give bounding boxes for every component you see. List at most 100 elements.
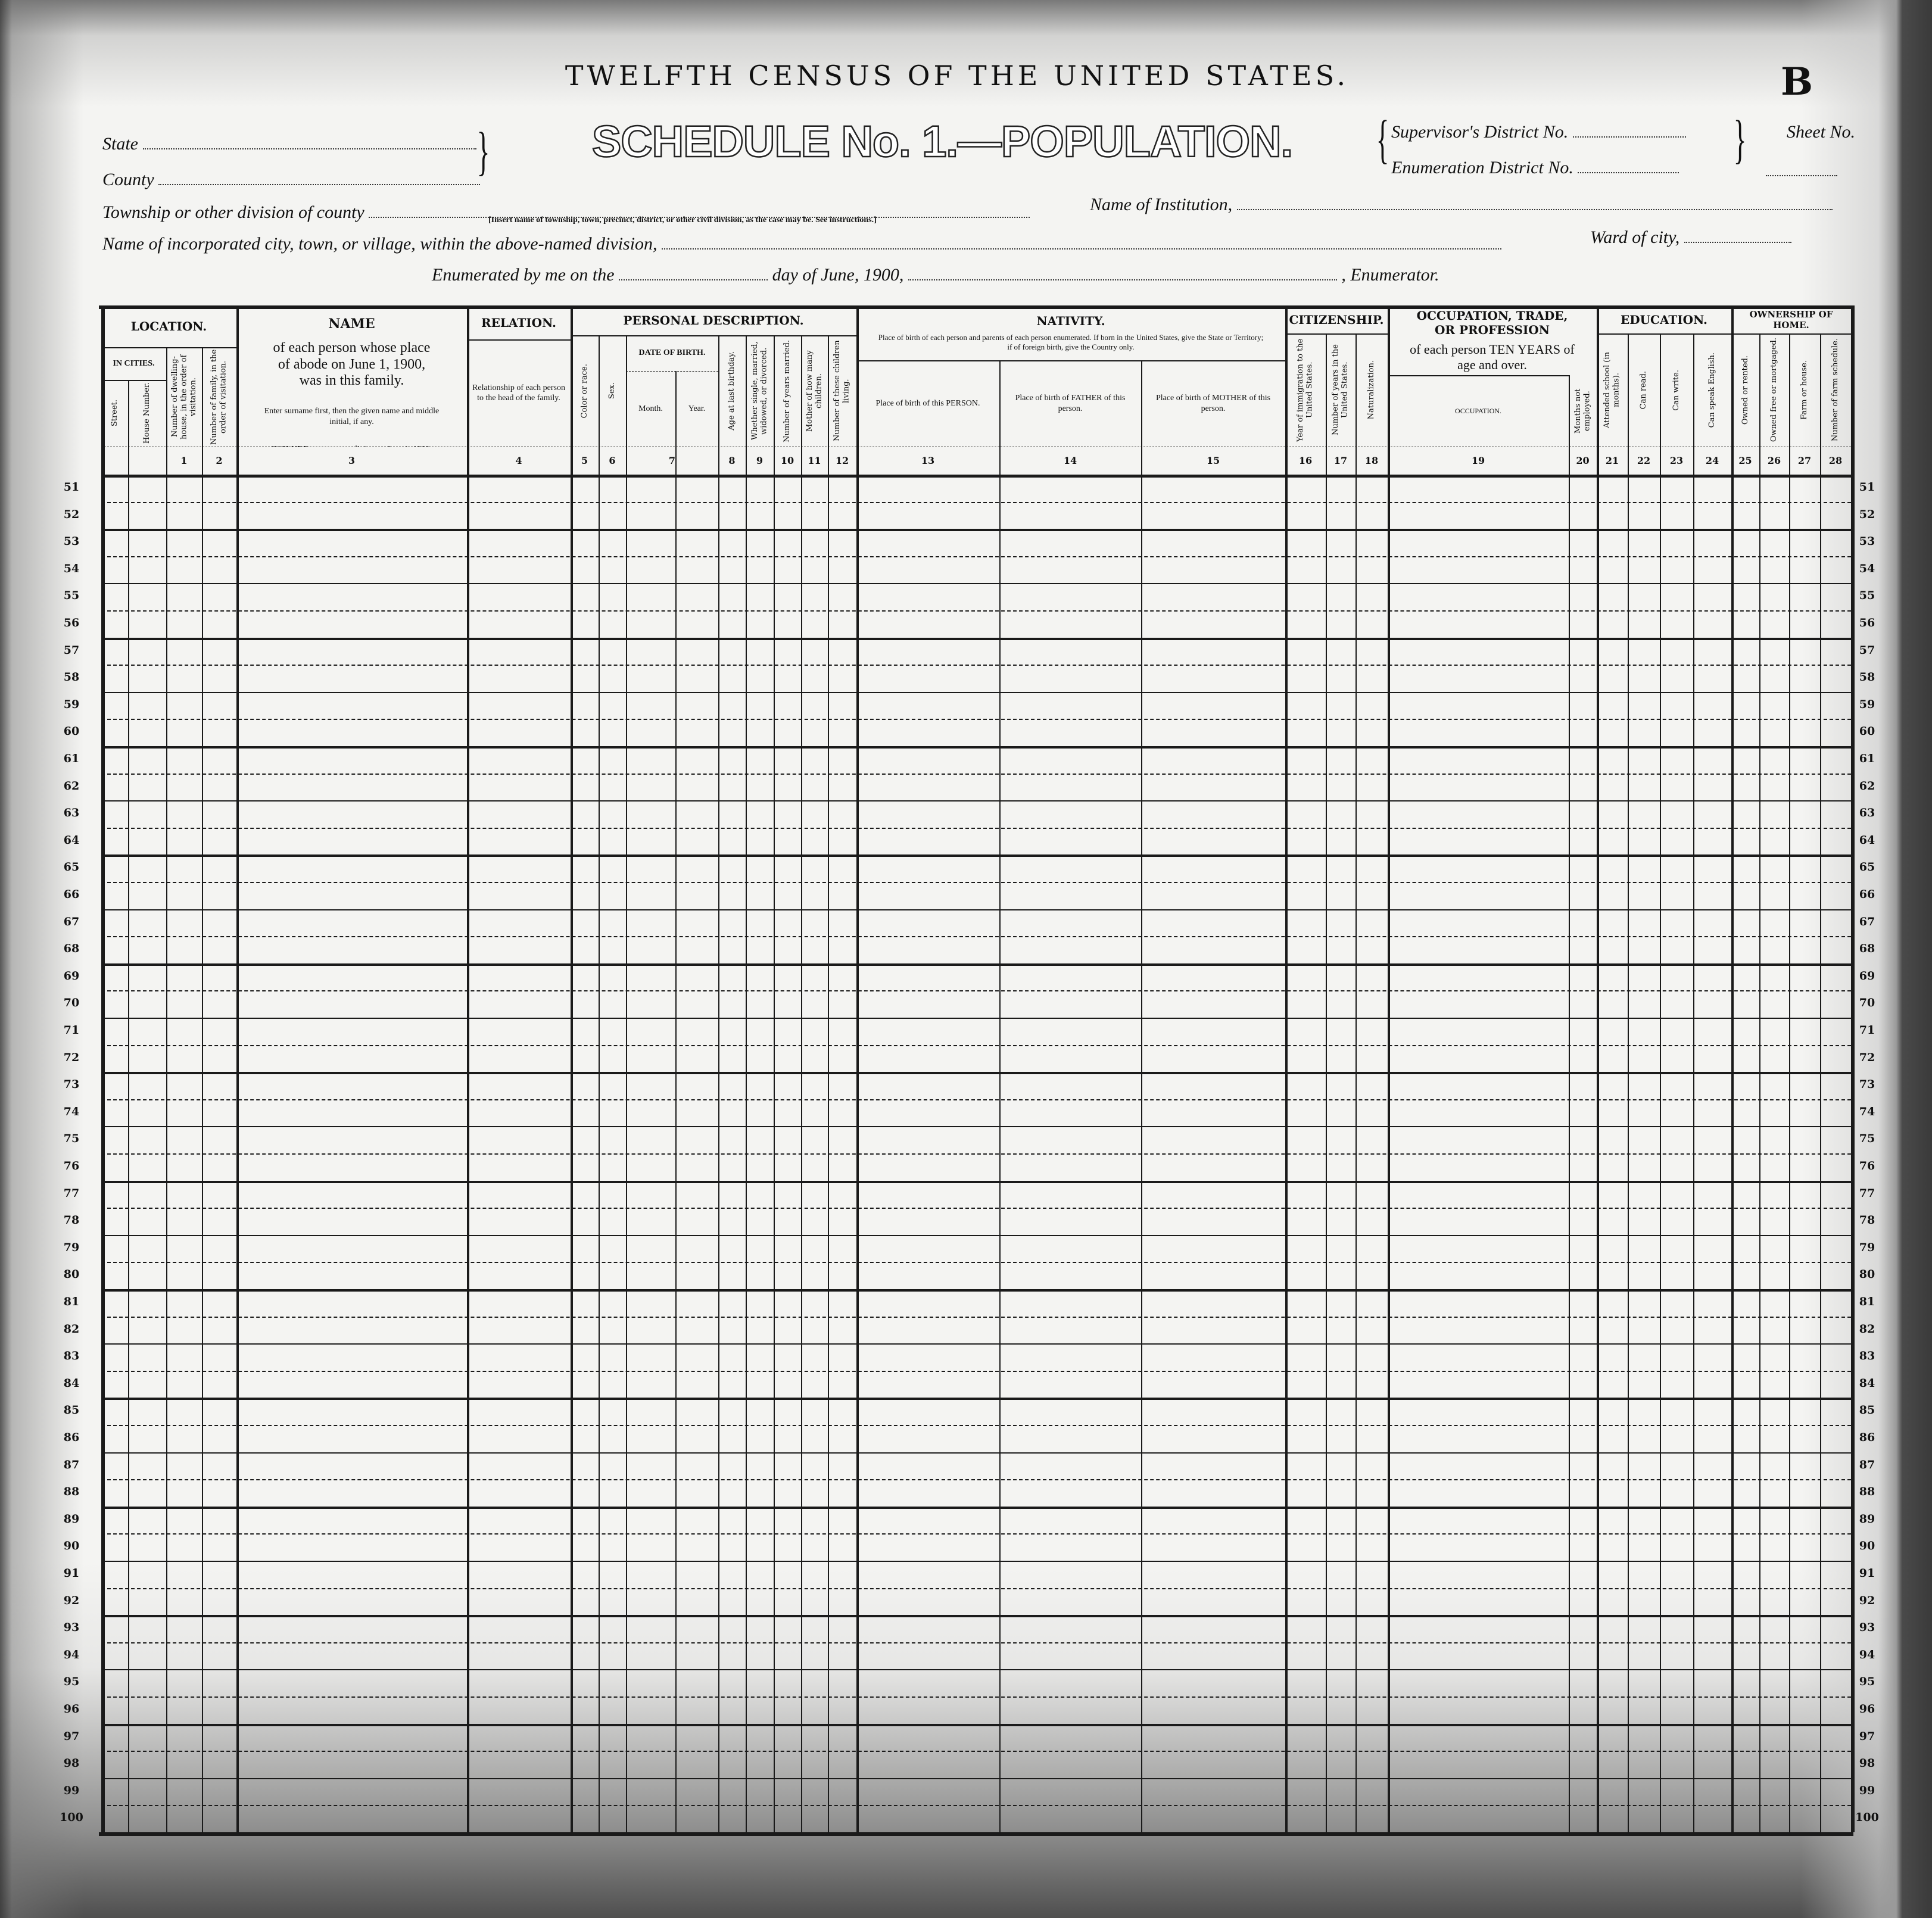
column-number-marital-status: 9: [746, 447, 774, 475]
table-row[interactable]: [101, 610, 1851, 638]
table-row[interactable]: [101, 746, 1851, 774]
column-number-years-married-text: 10: [780, 455, 794, 466]
table-row[interactable]: [101, 1072, 1851, 1099]
table-row[interactable]: [101, 1181, 1851, 1208]
state-field[interactable]: [142, 134, 476, 149]
row-number-right: 83: [1859, 1349, 1875, 1363]
table-row[interactable]: [101, 854, 1851, 882]
rule-line: [856, 360, 1285, 361]
column-number-color-race: 5: [571, 447, 599, 475]
column-header-color-race: Color or race.: [571, 335, 599, 447]
table-row[interactable]: [101, 1343, 1851, 1371]
table-row[interactable]: [101, 1235, 1851, 1262]
row-number-left: 87: [63, 1458, 80, 1471]
table-row[interactable]: [101, 1289, 1851, 1317]
row-number-right: 73: [1859, 1078, 1875, 1091]
table-row[interactable]: [101, 800, 1851, 828]
table-row[interactable]: [101, 556, 1851, 584]
table-row[interactable]: [101, 1126, 1851, 1153]
row-number-right: 98: [1859, 1757, 1875, 1770]
table-row[interactable]: [101, 1751, 1851, 1778]
row-number-left: 94: [63, 1648, 80, 1661]
column-label-birthplace-mother: Place of birth of MOTHER of this person.: [1155, 394, 1271, 413]
rule-line: [1388, 375, 1569, 376]
supervisor-field[interactable]: [1572, 122, 1686, 138]
table-row[interactable]: [101, 1425, 1851, 1452]
enumeration-district-field[interactable]: [1578, 158, 1679, 173]
table-row[interactable]: [101, 1153, 1851, 1181]
column-number-attended-school-text: 21: [1605, 455, 1619, 466]
row-number-left: 54: [63, 562, 80, 575]
table-row[interactable]: [101, 774, 1851, 801]
column-number-naturalization: 18: [1355, 447, 1388, 475]
township-field[interactable]: [369, 202, 1030, 218]
table-row[interactable]: [101, 583, 1851, 610]
table-row[interactable]: [101, 1045, 1851, 1072]
table-row[interactable]: [101, 475, 1851, 502]
institution-field[interactable]: [1236, 195, 1833, 210]
schedule-title-text: SCHEDULE No. 1.—POPULATION.: [591, 116, 1294, 167]
table-row[interactable]: [101, 1398, 1851, 1425]
column-header-children-living: Number of these children living.: [828, 335, 856, 447]
group-location-text: LOCATION.: [130, 319, 207, 333]
row-line: [101, 719, 1851, 721]
column-number-can-speak-english-text: 24: [1705, 455, 1719, 466]
column-number-birth-month-text: 7: [668, 455, 676, 466]
table-row[interactable]: [101, 719, 1851, 746]
table-row[interactable]: [101, 882, 1851, 909]
group-in-cities-text: IN CITIES.: [113, 358, 155, 368]
enumerator-field[interactable]: [908, 265, 1337, 280]
group-nativity: NATIVITY. Place of birth of each person a…: [856, 305, 1285, 360]
table-row[interactable]: [101, 1588, 1851, 1616]
row-line: [101, 1234, 1851, 1236]
column-label-house-number: House Number.: [142, 382, 152, 444]
table-row[interactable]: [101, 1696, 1851, 1724]
table-row[interactable]: [101, 1778, 1851, 1805]
city-field[interactable]: [662, 234, 1502, 250]
county-field[interactable]: [158, 170, 481, 185]
table-row[interactable]: [101, 502, 1851, 529]
table-row[interactable]: [101, 828, 1851, 855]
institution-label: Name of Institution,: [1090, 195, 1233, 214]
enumerated-day-field[interactable]: [619, 265, 768, 280]
table-row[interactable]: [101, 990, 1851, 1018]
table-row[interactable]: [101, 1018, 1851, 1045]
table-row[interactable]: [101, 1371, 1851, 1398]
county-label: County: [102, 170, 154, 189]
bracket-left: {: [1376, 110, 1389, 169]
table-row[interactable]: [101, 1452, 1851, 1480]
column-number-farm-schedule-number: 28: [1820, 447, 1851, 475]
column-number-sex-text: 6: [609, 455, 616, 466]
table-row[interactable]: [101, 1805, 1851, 1832]
table-row[interactable]: [101, 1533, 1851, 1561]
table-row[interactable]: [101, 936, 1851, 963]
row-number-right: 72: [1859, 1050, 1875, 1064]
table-row[interactable]: [101, 1507, 1851, 1534]
sheet-field[interactable]: [1766, 161, 1837, 176]
table-row[interactable]: [101, 963, 1851, 991]
row-number-left: 80: [63, 1268, 80, 1281]
table-row[interactable]: [101, 1317, 1851, 1344]
table-row[interactable]: [101, 1724, 1851, 1751]
table-row[interactable]: [101, 665, 1851, 692]
table-row[interactable]: [101, 1669, 1851, 1696]
row-line: [101, 556, 1851, 557]
table-row[interactable]: [101, 1615, 1851, 1642]
table-row[interactable]: [101, 529, 1851, 556]
table-row[interactable]: [101, 638, 1851, 665]
row-number-left: 70: [63, 996, 80, 1010]
table-row[interactable]: [101, 1642, 1851, 1670]
column-divider: [1388, 305, 1390, 1832]
ward-field[interactable]: [1684, 227, 1791, 243]
table-row[interactable]: [101, 1099, 1851, 1127]
row-line: [101, 691, 1851, 693]
table-row[interactable]: [101, 692, 1851, 719]
table-row[interactable]: [101, 1262, 1851, 1289]
table-row[interactable]: [101, 1561, 1851, 1588]
table-row[interactable]: [101, 1479, 1851, 1507]
table-row[interactable]: [101, 909, 1851, 937]
enumerated-label: Enumerated by me on the: [432, 265, 615, 285]
row-number-left: 52: [63, 507, 80, 521]
column-number-relationship-text: 4: [515, 455, 522, 466]
table-row[interactable]: [101, 1208, 1851, 1235]
